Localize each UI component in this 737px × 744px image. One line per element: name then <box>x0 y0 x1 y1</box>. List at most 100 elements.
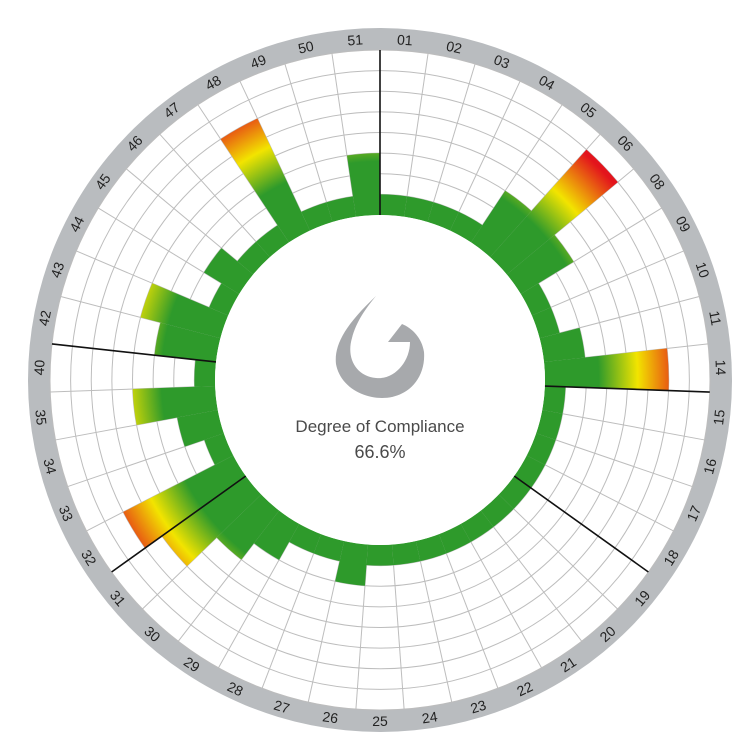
tick-label-23: 23 <box>468 697 488 717</box>
tick-label-25: 25 <box>372 713 388 729</box>
grid-spoke <box>415 540 453 703</box>
bar-45 <box>203 248 254 295</box>
tick-label-49: 49 <box>248 51 268 72</box>
bar-15 <box>542 386 566 414</box>
bar-28 <box>289 523 322 554</box>
bar-17 <box>526 433 556 465</box>
tick-label-40: 40 <box>31 359 48 375</box>
bar-21 <box>460 510 494 542</box>
bar-25 <box>366 544 394 566</box>
section-separator <box>544 385 710 393</box>
section-separator <box>513 475 649 573</box>
bar-20 <box>480 494 514 527</box>
bar-23 <box>415 534 447 562</box>
tick-label-43: 43 <box>47 260 67 280</box>
bar-50 <box>326 196 356 222</box>
grid-spoke <box>438 533 499 689</box>
bar-43 <box>140 283 229 339</box>
bar-03 <box>427 202 459 231</box>
bar-27 <box>313 534 345 562</box>
grid-spoke <box>536 432 693 488</box>
bar-42 <box>154 322 221 362</box>
tick-label-22: 22 <box>514 678 535 699</box>
tick-label-21: 21 <box>557 653 579 675</box>
center-value: 66.6% <box>354 442 405 462</box>
tick-label-48: 48 <box>202 72 224 94</box>
bar-02 <box>404 196 434 222</box>
grid-spoke <box>50 385 216 393</box>
tick-label-03: 03 <box>492 51 512 72</box>
bar-01 <box>380 194 408 217</box>
bar-49 <box>301 202 333 231</box>
grid-spoke <box>526 455 674 532</box>
grid-spoke <box>355 544 369 710</box>
tick-label-10: 10 <box>693 260 713 280</box>
tick-label-50: 50 <box>297 38 316 57</box>
grid-spoke <box>284 63 333 223</box>
tick-label-14: 14 <box>712 359 729 375</box>
center-title: Degree of Compliance <box>295 417 464 436</box>
grid-spoke <box>197 104 290 243</box>
bar-14 <box>544 348 669 391</box>
bar-46 <box>237 241 270 275</box>
bar-44 <box>209 283 240 316</box>
tick-label-18: 18 <box>660 547 682 569</box>
tick-label-16: 16 <box>700 456 719 475</box>
bar-16 <box>536 409 563 440</box>
grid-spoke <box>403 53 429 217</box>
compliance-logo-icon <box>335 296 425 398</box>
tick-label-33: 33 <box>56 503 77 524</box>
bar-35 <box>132 386 218 425</box>
bar-33 <box>204 433 234 465</box>
bar-19 <box>498 476 531 509</box>
tick-label-27: 27 <box>272 697 292 717</box>
grid-spoke <box>531 250 684 316</box>
bar-08 <box>506 234 574 295</box>
section-separator <box>111 475 247 573</box>
grid-spoke <box>86 455 234 532</box>
tick-label-17: 17 <box>683 503 704 524</box>
grid-spoke <box>498 494 618 610</box>
tick-label-11: 11 <box>706 309 724 326</box>
tick-label-09: 09 <box>673 213 694 234</box>
tick-label-44: 44 <box>66 213 87 234</box>
bar-47 <box>256 225 289 258</box>
grid-spoke <box>261 533 322 689</box>
bar-11 <box>539 327 586 362</box>
separators-layer <box>51 50 710 573</box>
grid-spoke <box>542 409 705 441</box>
tick-label-02: 02 <box>445 38 464 57</box>
tick-label-04: 04 <box>536 72 558 94</box>
grid-spoke <box>159 133 271 258</box>
tick-label-42: 42 <box>35 309 54 327</box>
bar-32 <box>123 455 246 549</box>
grid-spoke <box>218 523 300 669</box>
bar-34 <box>177 409 224 447</box>
bar-31 <box>161 476 262 567</box>
bar-10 <box>531 307 560 339</box>
bar-48 <box>220 118 310 243</box>
bars-layer <box>123 118 669 586</box>
section-separator <box>51 343 217 363</box>
bar-18 <box>514 455 546 489</box>
tick-label-28: 28 <box>225 678 246 699</box>
tick-label-32: 32 <box>78 547 100 569</box>
tick-label-01: 01 <box>397 31 414 48</box>
tick-label-26: 26 <box>321 708 339 726</box>
bar-04 <box>450 211 483 243</box>
tick-labels: 01 02030405060809101114151617181920212223… <box>31 31 729 729</box>
bar-51 <box>346 153 380 217</box>
grid-spoke <box>391 544 405 710</box>
bar-06 <box>490 149 618 275</box>
bar-29 <box>253 510 300 560</box>
tick-label-24: 24 <box>421 708 439 726</box>
tick-label-35: 35 <box>32 409 50 426</box>
tick-label-34: 34 <box>40 457 59 476</box>
grid-spoke <box>307 540 345 703</box>
grid-spoke <box>480 510 583 642</box>
grid-spoke <box>460 523 542 669</box>
tick-label-15: 15 <box>710 408 728 425</box>
bar-30 <box>216 494 280 560</box>
bar-09 <box>520 283 551 316</box>
